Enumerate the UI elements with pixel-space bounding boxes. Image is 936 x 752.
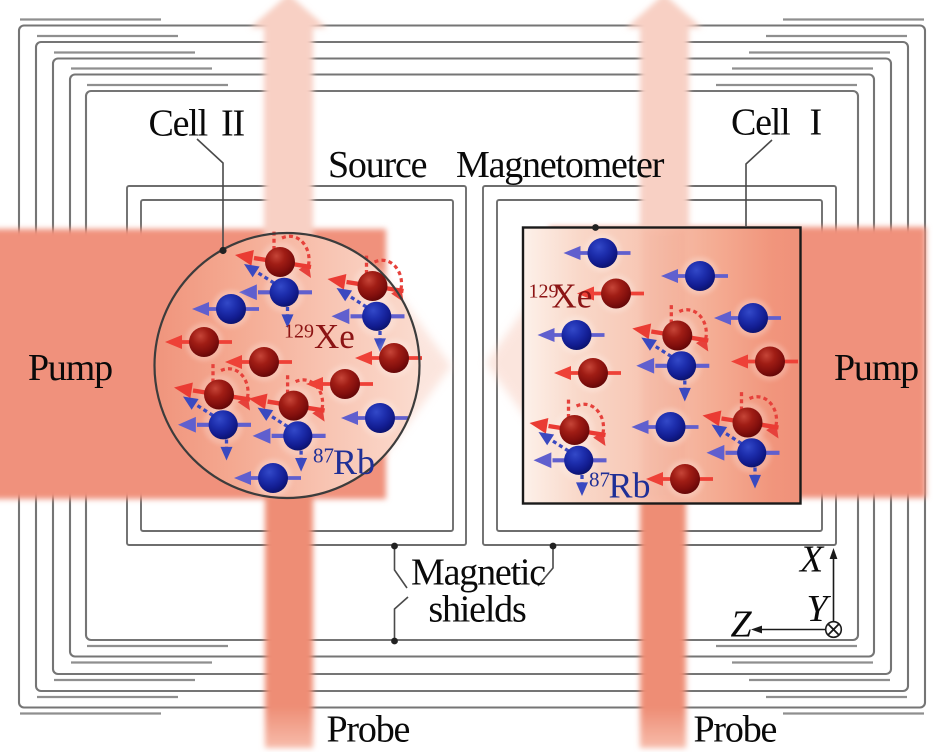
- svg-text:Cell: Cell: [731, 102, 790, 144]
- svg-text:Probe: Probe: [327, 709, 410, 751]
- svg-text:Z: Z: [731, 604, 753, 646]
- svg-text:Pump: Pump: [834, 347, 918, 389]
- svg-text:II: II: [221, 102, 244, 144]
- svg-text:Rb: Rb: [609, 466, 651, 506]
- svg-text:Magnetic: Magnetic: [411, 552, 545, 594]
- svg-text:Pump: Pump: [28, 347, 112, 389]
- svg-text:Cell: Cell: [149, 102, 208, 144]
- svg-text:Xe: Xe: [552, 277, 593, 316]
- svg-text:Source: Source: [328, 144, 427, 186]
- svg-text:129: 129: [529, 281, 559, 303]
- svg-text:87: 87: [589, 468, 610, 492]
- svg-text:Rb: Rb: [333, 442, 375, 482]
- svg-text:Magnetometer: Magnetometer: [456, 144, 665, 186]
- svg-text:129: 129: [284, 320, 314, 342]
- svg-text:Probe: Probe: [694, 709, 777, 751]
- svg-text:Xe: Xe: [314, 317, 355, 356]
- svg-text:I: I: [810, 102, 822, 144]
- svg-text:X: X: [798, 539, 825, 581]
- svg-text:87: 87: [313, 444, 334, 468]
- svg-text:shields: shields: [428, 589, 526, 631]
